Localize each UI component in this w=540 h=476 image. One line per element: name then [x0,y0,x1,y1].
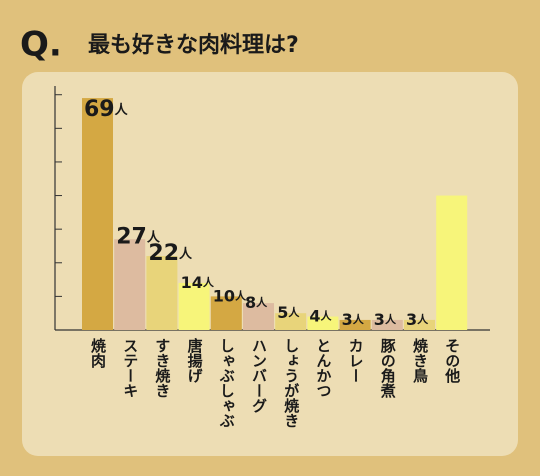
x-tick-label: しょうが焼き [282,338,300,428]
bar [210,296,242,330]
x-tick-label: 唐揚げ [186,337,204,383]
value-label: 69人 [84,97,129,122]
panel [22,72,518,456]
x-tick-label: しゃぶしゃぶ [218,338,236,428]
value-label: 5人 [277,303,300,322]
bar [275,313,307,330]
bar [404,319,435,330]
value-label: 3人 [342,309,365,328]
bar [307,316,339,330]
x-tick-label: ハンバーグ [250,338,268,413]
x-tick-label: 豚の角煮 [379,338,397,399]
x-tick-label: その他 [443,338,461,384]
x-tick-label: 焼き鳥 [411,337,429,384]
value-label: 8人 [245,293,268,312]
x-tick-label: すき焼き [153,338,171,398]
bar [436,195,468,330]
value-label: 10人 [213,286,247,305]
bar [114,239,146,330]
bar [146,256,178,330]
value-label: 22人 [148,241,193,266]
value-label: 3人 [374,309,397,328]
x-tick-label: とんかつ [314,338,332,398]
bar [371,319,403,330]
bar [82,98,113,330]
bar [178,282,210,330]
value-label: 3人 [406,309,429,328]
x-tick-label: 焼肉 [89,337,107,369]
value-label: 27人 [116,224,161,249]
value-label: 14人 [181,272,215,291]
value-label: 4人 [309,306,332,325]
title-prefix: Q. [20,25,62,65]
x-tick-label: ステーキ [121,338,139,398]
chart-title: 最も好きな肉料理は? [88,32,299,58]
bar [243,303,274,330]
x-tick-label: カレー [347,338,365,383]
bar [339,319,371,330]
